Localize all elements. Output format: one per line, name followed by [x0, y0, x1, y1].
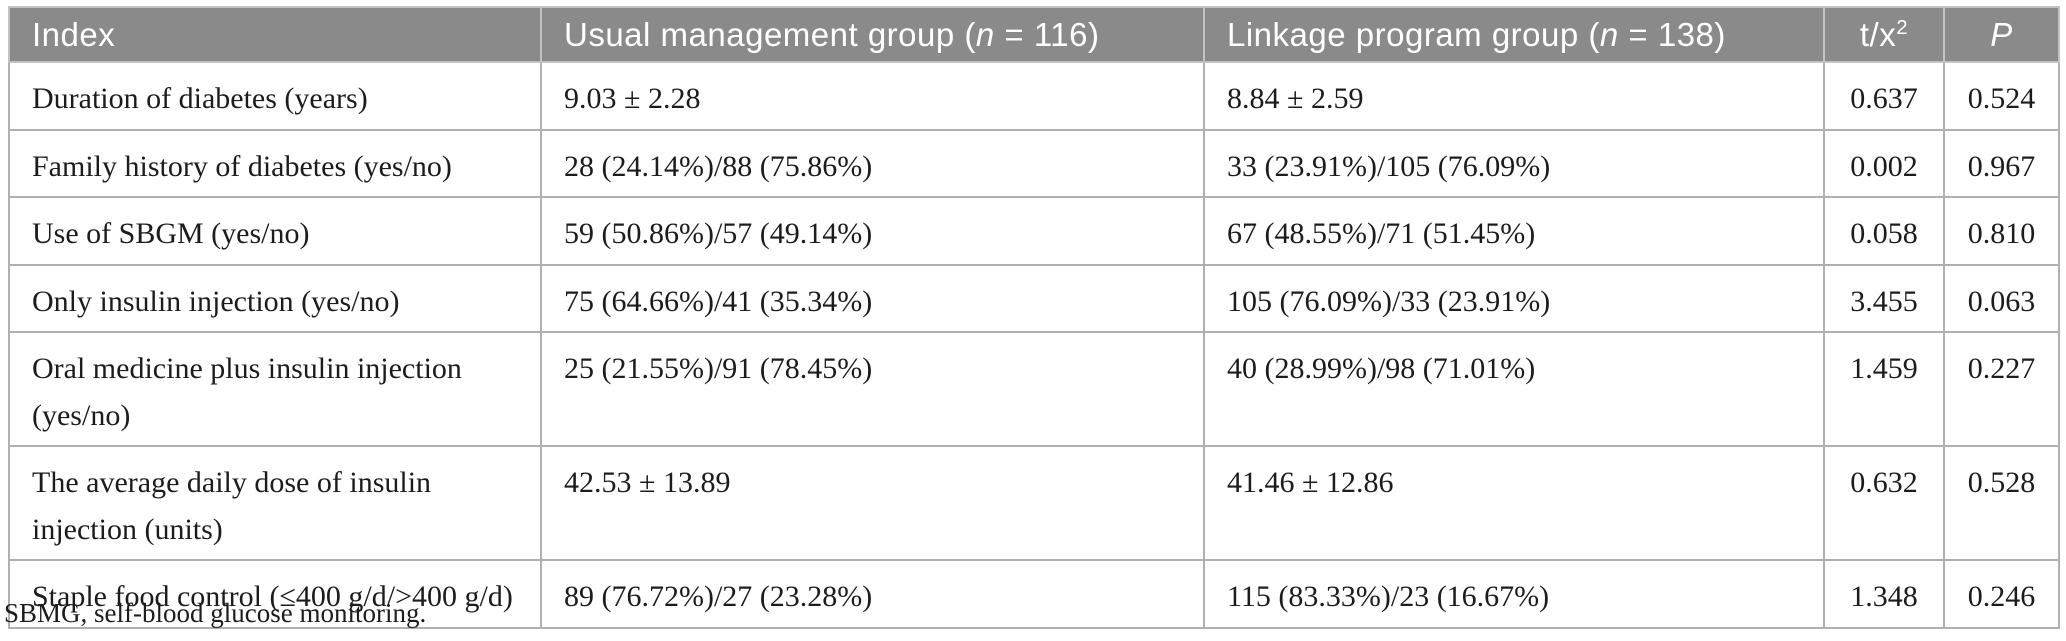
cell-usual: 89 (76.72%)/27 (23.28%) [540, 559, 1205, 629]
table-row: Oral medicine plus insulin injection (ye… [8, 331, 2060, 447]
cell-linkage: 40 (28.99%)/98 (71.01%) [1203, 331, 1825, 447]
table-row: Use of SBGM (yes/no) 59 (50.86%)/57 (49.… [8, 196, 2060, 266]
cell-pvalue: 0.063 [1943, 263, 2060, 333]
cell-statistic: 1.348 [1823, 559, 1945, 629]
cell-usual: 28 (24.14%)/88 (75.86%) [540, 128, 1205, 198]
cell-index: Oral medicine plus insulin injection (ye… [8, 331, 542, 447]
table-body: Duration of diabetes (years) 9.03 ± 2.28… [8, 61, 2060, 629]
cell-linkage: 33 (23.91%)/105 (76.09%) [1203, 128, 1825, 198]
header-linkage-n: n [1599, 15, 1619, 53]
cell-linkage: 115 (83.33%)/23 (16.67%) [1203, 559, 1825, 629]
cell-pvalue: 0.227 [1943, 331, 2060, 447]
cell-pvalue: 0.967 [1943, 128, 2060, 198]
table-row: The average daily dose of insulin inject… [8, 445, 2060, 561]
cell-index: Only insulin injection (yes/no) [8, 263, 542, 333]
cell-statistic: 0.632 [1823, 445, 1945, 561]
column-header-linkage-group: Linkage program group (n = 138) [1203, 6, 1825, 63]
header-usual-n: n [975, 15, 995, 53]
header-linkage-prefix: Linkage program group ( [1227, 15, 1600, 53]
table-header: Index Usual management group (n = 116) L… [8, 6, 2060, 63]
table-row: Duration of diabetes (years) 9.03 ± 2.28… [8, 61, 2060, 131]
cell-pvalue: 0.810 [1943, 196, 2060, 266]
cell-index: The average daily dose of insulin inject… [8, 445, 542, 561]
cell-linkage: 41.46 ± 12.86 [1203, 445, 1825, 561]
column-header-pvalue: P [1943, 6, 2060, 63]
cell-statistic: 0.002 [1823, 128, 1945, 198]
header-row: Index Usual management group (n = 116) L… [8, 6, 2060, 63]
header-stat-superscript: 2 [1896, 15, 1909, 39]
cell-usual: 25 (21.55%)/91 (78.45%) [540, 331, 1205, 447]
header-index-label: Index [32, 15, 116, 53]
cell-pvalue: 0.528 [1943, 445, 2060, 561]
cell-pvalue: 0.524 [1943, 61, 2060, 131]
table-row: Only insulin injection (yes/no) 75 (64.6… [8, 263, 2060, 333]
cell-usual: 42.53 ± 13.89 [540, 445, 1205, 561]
cell-statistic: 0.058 [1823, 196, 1945, 266]
header-usual-suffix: = 116) [994, 15, 1100, 53]
table-row: Family history of diabetes (yes/no) 28 (… [8, 128, 2060, 198]
header-usual-prefix: Usual management group ( [564, 15, 976, 53]
cell-usual: 9.03 ± 2.28 [540, 61, 1205, 131]
header-linkage-suffix: = 138) [1618, 15, 1726, 53]
cell-usual: 75 (64.66%)/41 (35.34%) [540, 263, 1205, 333]
cell-index: Use of SBGM (yes/no) [8, 196, 542, 266]
cell-statistic: 1.459 [1823, 331, 1945, 447]
table-footnote: SBMG, self-blood glucose monitoring. [4, 598, 427, 628]
header-stat-base: t/x [1859, 15, 1897, 53]
cell-linkage: 67 (48.55%)/71 (51.45%) [1203, 196, 1825, 266]
column-header-index: Index [8, 6, 542, 63]
cell-statistic: 0.637 [1823, 61, 1945, 131]
cell-pvalue: 0.246 [1943, 559, 2060, 629]
header-p-label: P [1990, 15, 2013, 53]
cell-linkage: 105 (76.09%)/33 (23.91%) [1203, 263, 1825, 333]
table-row: Staple food control (≤400 g/d/>400 g/d) … [8, 559, 2060, 629]
column-header-usual-group: Usual management group (n = 116) [540, 6, 1205, 63]
cell-index: Staple food control (≤400 g/d/>400 g/d) [8, 559, 542, 629]
cell-index: Duration of diabetes (years) [8, 61, 542, 131]
column-header-statistic: t/x2 [1823, 6, 1945, 63]
cell-linkage: 8.84 ± 2.59 [1203, 61, 1825, 131]
cell-index: Family history of diabetes (yes/no) [8, 128, 542, 198]
characteristics-table: Index Usual management group (n = 116) L… [8, 6, 2060, 629]
cell-statistic: 3.455 [1823, 263, 1945, 333]
cell-usual: 59 (50.86%)/57 (49.14%) [540, 196, 1205, 266]
